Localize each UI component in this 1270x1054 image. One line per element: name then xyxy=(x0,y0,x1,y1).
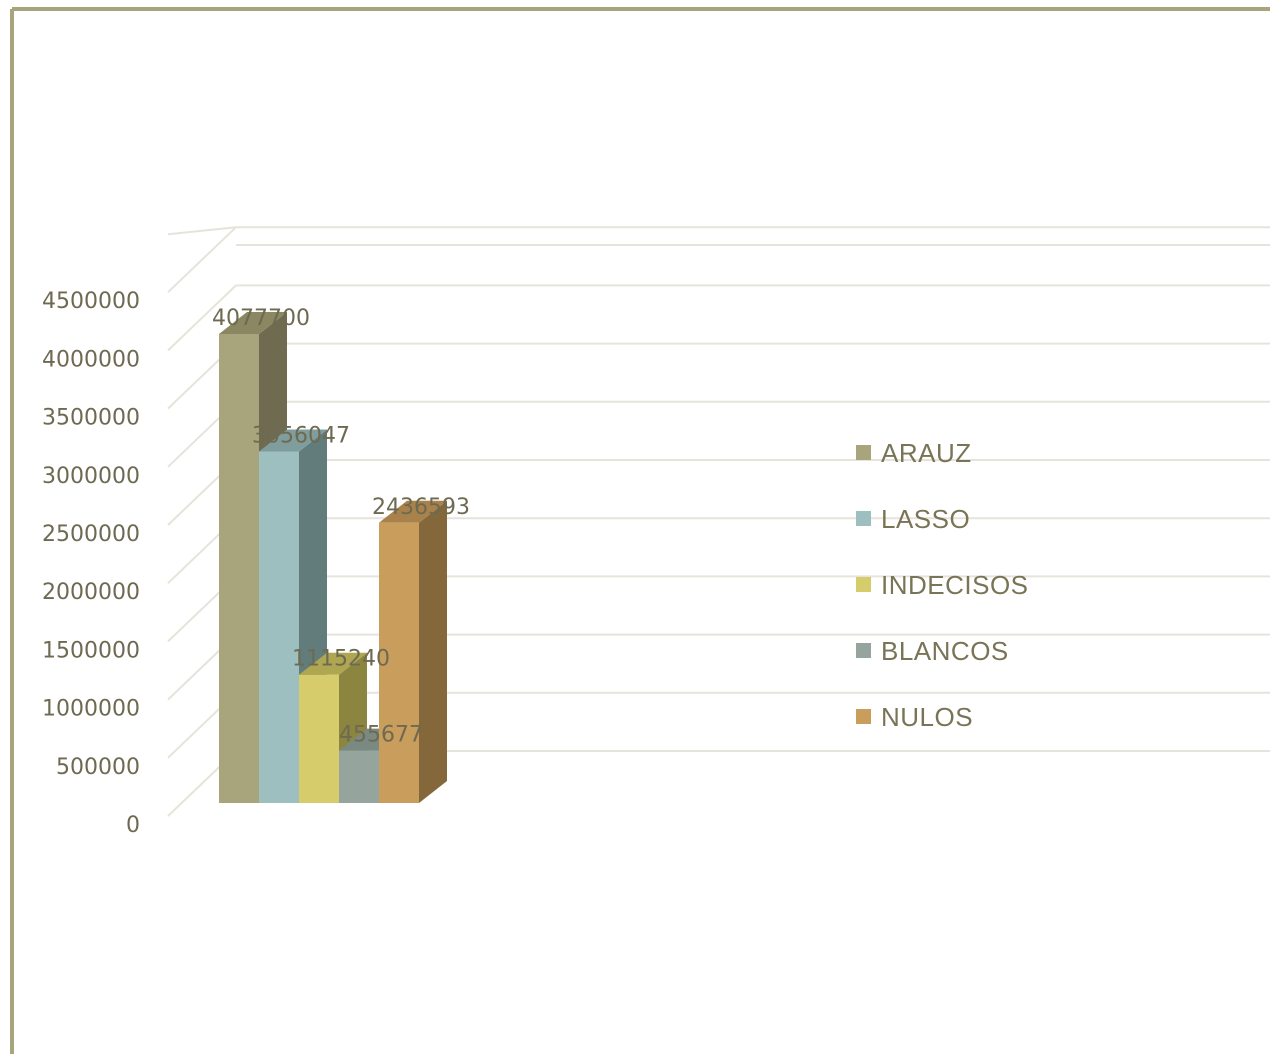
data-label-indecisos: 1115240 xyxy=(292,647,390,672)
y-tick-label: 3000000 xyxy=(42,464,140,489)
legend-label-nulos: NULOS xyxy=(881,702,973,732)
legend-label-indecisos: INDECISOS xyxy=(881,570,1029,600)
legend: ARAUZ LASSO INDECISOS BLANCOS NULOS xyxy=(856,438,1029,732)
data-label-lasso: 3056047 xyxy=(252,424,350,449)
legend-label-arauz: ARAUZ xyxy=(881,438,972,468)
legend-item-nulos: NULOS xyxy=(856,702,973,732)
gridline-diagonal xyxy=(167,226,237,293)
bar-top-indecisos xyxy=(299,652,367,675)
legend-label-blancos: BLANCOS xyxy=(881,636,1009,666)
y-tick-label: 4500000 xyxy=(42,289,140,314)
legend-item-indecisos: INDECISOS xyxy=(856,570,1029,600)
data-label-blancos: 455677 xyxy=(339,723,423,748)
bar-front-arauz xyxy=(219,334,259,803)
y-tick-label: 1000000 xyxy=(42,697,140,722)
legend-item-lasso: LASSO xyxy=(856,504,970,534)
y-axis-ticks: 0 500000 1000000 1500000 2000000 2500000 30000… xyxy=(42,289,140,838)
data-label-arauz: 4077700 xyxy=(212,306,310,331)
legend-swatch-nulos xyxy=(856,709,871,724)
legend-swatch-lasso xyxy=(856,511,871,526)
data-label-nulos: 2436593 xyxy=(372,495,470,520)
y-tick-label: 3500000 xyxy=(42,406,140,431)
gridline-diagonal xyxy=(167,226,237,236)
legend-label-lasso: LASSO xyxy=(881,504,970,534)
legend-swatch-arauz xyxy=(856,445,871,460)
bar-top-lasso xyxy=(259,429,327,452)
y-tick-label: 2000000 xyxy=(42,580,140,605)
bars xyxy=(219,312,447,803)
bar-top-nulos xyxy=(379,500,447,523)
y-tick-label: 0 xyxy=(126,813,140,838)
bar-top-arauz xyxy=(219,312,287,334)
legend-item-arauz: ARAUZ xyxy=(856,438,972,468)
y-tick-label: 500000 xyxy=(56,755,140,780)
bar-front-indecisos xyxy=(299,674,339,803)
y-tick-label: 4000000 xyxy=(42,347,140,372)
legend-item-blancos: BLANCOS xyxy=(856,636,1009,666)
bar-front-blancos xyxy=(339,750,379,803)
gridline-diagonal xyxy=(167,284,237,352)
bar-front-nulos xyxy=(379,522,419,803)
bar-front-lasso xyxy=(259,451,299,803)
legend-swatch-blancos xyxy=(856,643,871,658)
y-tick-label: 1500000 xyxy=(42,638,140,663)
bar-nulos xyxy=(379,500,447,803)
y-tick-label: 2500000 xyxy=(42,522,140,547)
legend-swatch-indecisos xyxy=(856,577,871,592)
data-labels: 4077700 3056047 1115240 455677 2436593 xyxy=(212,306,470,748)
bar-side-nulos xyxy=(419,500,447,803)
